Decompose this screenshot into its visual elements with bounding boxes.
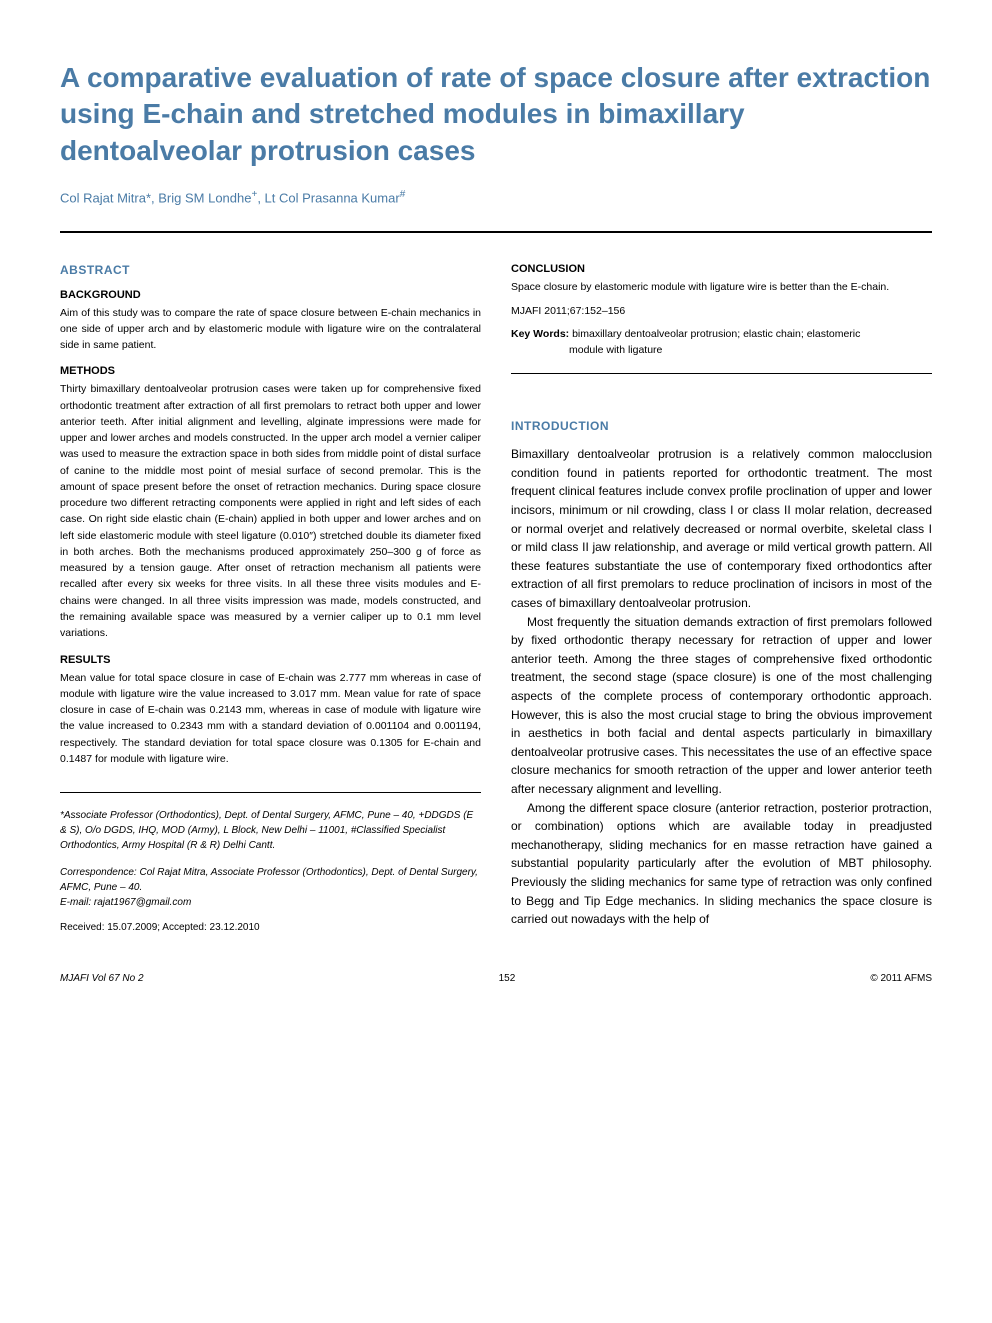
background-label: BACKGROUND bbox=[60, 289, 481, 301]
methods-label: METHODS bbox=[60, 365, 481, 377]
affiliation-rule bbox=[60, 792, 481, 793]
keywords-rule bbox=[511, 373, 932, 374]
footer-page-number: 152 bbox=[499, 973, 516, 984]
citation-text: MJAFI 2011;67:152–156 bbox=[511, 305, 932, 317]
intro-p3: Among the different space closure (anter… bbox=[511, 799, 932, 929]
methods-text: Thirty bimaxillary dentoalveolar protrus… bbox=[60, 381, 481, 641]
affiliations-text: *Associate Professor (Orthodontics), Dep… bbox=[60, 808, 481, 853]
keywords-label: Key Words: bbox=[511, 328, 569, 340]
two-column-layout: ABSTRACT BACKGROUND Aim of this study wa… bbox=[60, 263, 932, 934]
conclusion-text: Space closure by elastomeric module with… bbox=[511, 279, 932, 295]
footer-copyright: © 2011 AFMS bbox=[870, 973, 932, 984]
footer-journal: MJAFI Vol 67 No 2 bbox=[60, 973, 144, 984]
results-label: RESULTS bbox=[60, 654, 481, 666]
introduction-heading: INTRODUCTION bbox=[511, 419, 932, 433]
title-rule bbox=[60, 231, 932, 233]
conclusion-label: CONCLUSION bbox=[511, 263, 932, 275]
keywords-line2: module with ligature bbox=[511, 343, 932, 359]
results-text: Mean value for total space closure in ca… bbox=[60, 670, 481, 768]
page-footer: MJAFI Vol 67 No 2 152 © 2011 AFMS bbox=[60, 973, 932, 984]
article-title: A comparative evaluation of rate of spac… bbox=[60, 60, 932, 169]
keywords-line1: bimaxillary dentoalveolar protrusion; el… bbox=[569, 328, 860, 340]
email-text: E-mail: rajat1967@gmail.com bbox=[60, 895, 481, 910]
dates-text: Received: 15.07.2009; Accepted: 23.12.20… bbox=[60, 922, 481, 933]
left-column: ABSTRACT BACKGROUND Aim of this study wa… bbox=[60, 263, 481, 934]
right-column: CONCLUSION Space closure by elastomeric … bbox=[511, 263, 932, 934]
background-text: Aim of this study was to compare the rat… bbox=[60, 305, 481, 354]
correspondence-text: Correspondence: Col Rajat Mitra, Associa… bbox=[60, 865, 481, 895]
abstract-heading: ABSTRACT bbox=[60, 263, 481, 277]
intro-p1: Bimaxillary dentoalveolar protrusion is … bbox=[511, 445, 932, 612]
intro-p2: Most frequently the situation demands ex… bbox=[511, 613, 932, 799]
authors-line: Col Rajat Mitra*, Brig SM Londhe+, Lt Co… bbox=[60, 189, 932, 205]
keywords-block: Key Words: bimaxillary dentoalveolar pro… bbox=[511, 327, 932, 359]
